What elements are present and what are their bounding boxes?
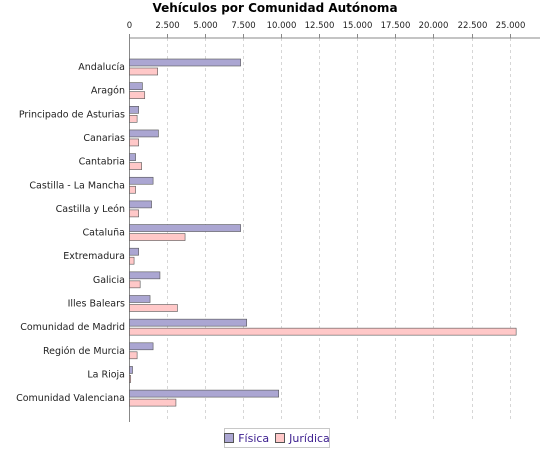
bar-fisica	[129, 200, 152, 209]
bar-fisica	[129, 106, 139, 114]
bar-fisica	[129, 153, 136, 161]
bar-fisica	[129, 271, 161, 280]
x-tick-label: 22.500	[458, 21, 488, 31]
legend-label-juridica: Jurídica	[289, 431, 330, 445]
x-tick-label: 10.000	[267, 21, 297, 31]
x-tick-label: 12.500	[305, 21, 335, 31]
x-tick-label: 15.000	[343, 21, 373, 31]
bar-juridica	[129, 233, 186, 241]
bar-juridica	[129, 351, 138, 360]
bar-juridica	[129, 398, 177, 407]
bar-juridica	[129, 185, 136, 194]
bar-juridica	[129, 375, 132, 383]
category-label: Comunidad de Madrid	[20, 322, 125, 333]
x-tick-label: 25.000	[496, 21, 526, 31]
bar-juridica	[129, 327, 517, 336]
category-label: Castilla - La Mancha	[29, 180, 125, 191]
x-tick-label: 0	[127, 21, 132, 31]
legend: Física Jurídica	[224, 428, 330, 448]
category-label: Illes Balears	[68, 299, 125, 310]
x-tick-label: 2.500	[155, 21, 179, 31]
category-label: Comunidad Valenciana	[16, 393, 125, 404]
legend-item-juridica: Jurídica	[275, 432, 330, 445]
x-tick-label: 17.500	[381, 21, 411, 31]
category-label: Castilla y León	[56, 204, 125, 215]
legend-swatch-fisica	[224, 433, 235, 443]
legend-item-fisica: Física	[224, 432, 269, 445]
bar-juridica	[129, 256, 135, 265]
bar-fisica	[129, 129, 159, 138]
category-label: Cantabria	[79, 157, 125, 168]
bar-juridica	[129, 280, 141, 289]
bar-fisica	[129, 224, 241, 232]
bar-juridica	[129, 115, 138, 123]
category-label: Principado de Asturias	[19, 109, 125, 120]
legend-swatch-juridica	[275, 433, 286, 443]
bar-fisica	[129, 366, 133, 374]
bar-fisica	[129, 176, 154, 185]
x-tick-label: 5.000	[193, 21, 217, 31]
legend-label-fisica: Física	[238, 431, 270, 445]
category-label: Cataluña	[82, 228, 125, 239]
chart-title: Vehículos por Comunidad Autónoma	[152, 1, 398, 15]
bar-fisica	[129, 389, 279, 398]
bar-fisica	[129, 318, 248, 327]
x-tick-label: 20.000	[419, 21, 449, 31]
bar-fisica	[129, 58, 241, 67]
bar-fisica	[129, 82, 143, 90]
category-label: Extremadura	[63, 251, 125, 262]
bar-fisica	[129, 247, 139, 256]
category-label: Región de Murcia	[43, 346, 125, 357]
category-label: Aragón	[91, 86, 125, 97]
bar-juridica	[129, 209, 139, 218]
x-tick-label: 7.500	[231, 21, 255, 31]
bar-juridica	[129, 138, 139, 147]
bar-juridica	[129, 67, 158, 76]
category-label: Canarias	[83, 133, 125, 144]
category-label: Andalucía	[78, 62, 125, 73]
category-label: Galicia	[93, 275, 125, 286]
bar-juridica	[129, 304, 178, 312]
category-label: La Rioja	[87, 369, 125, 380]
bar-fisica	[129, 295, 151, 303]
bar-juridica	[129, 91, 146, 99]
bar-juridica	[129, 162, 142, 170]
bar-fisica	[129, 342, 154, 351]
